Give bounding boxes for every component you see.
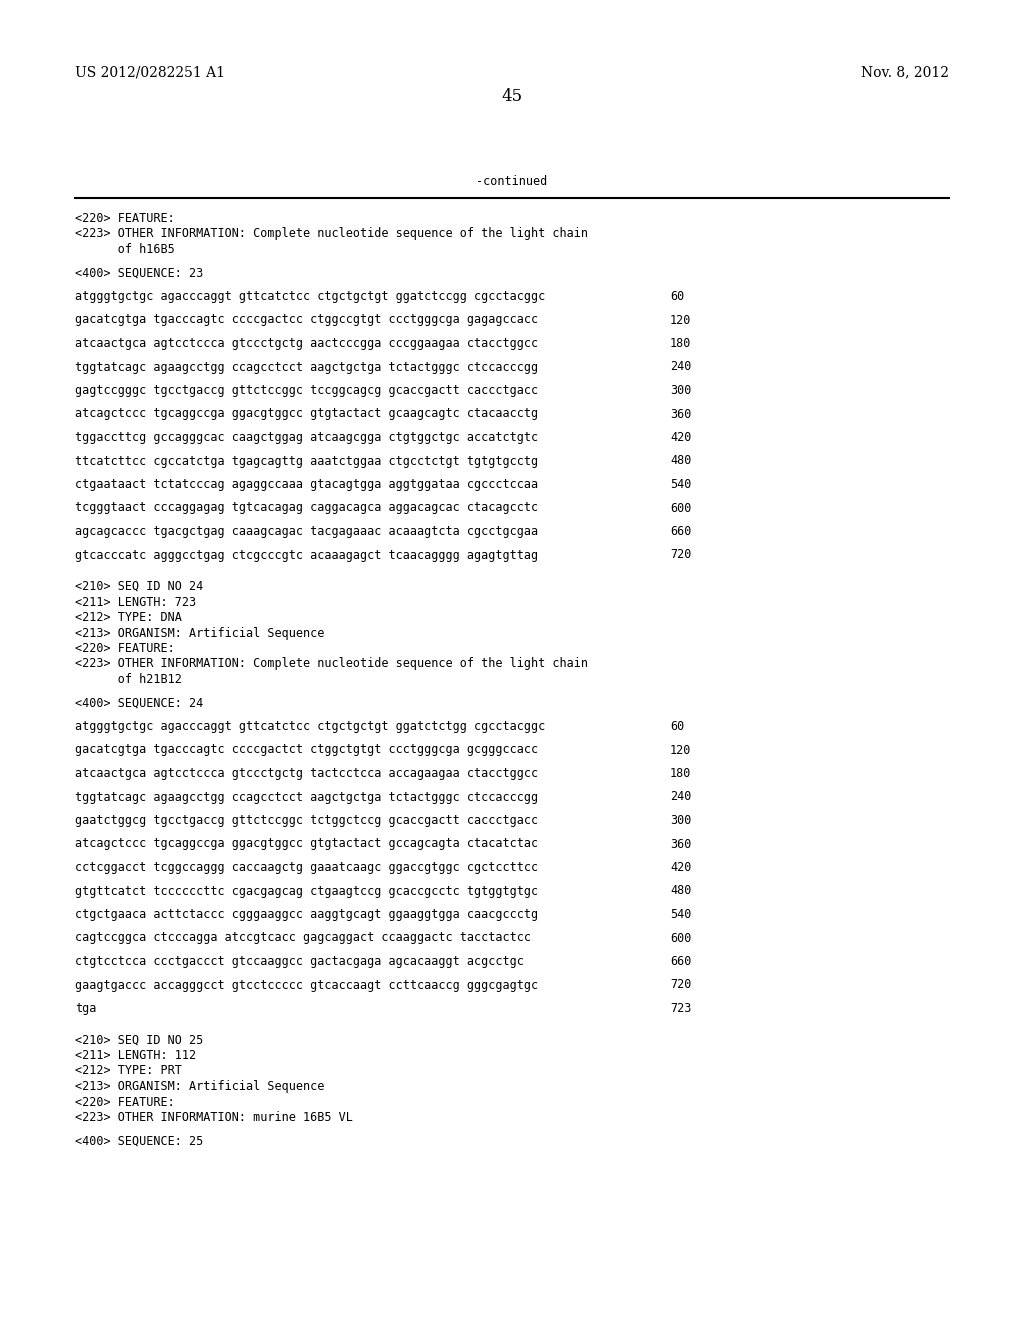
- Text: US 2012/0282251 A1: US 2012/0282251 A1: [75, 65, 225, 79]
- Text: ctgctgaaca acttctaccc cgggaaggcc aaggtgcagt ggaaggtgga caacgccctg: ctgctgaaca acttctaccc cgggaaggcc aaggtgc…: [75, 908, 539, 921]
- Text: <211> LENGTH: 112: <211> LENGTH: 112: [75, 1049, 197, 1063]
- Text: atgggtgctgc agacccaggt gttcatctcc ctgctgctgt ggatctctgg cgcctacggc: atgggtgctgc agacccaggt gttcatctcc ctgctg…: [75, 719, 545, 733]
- Text: <210> SEQ ID NO 24: <210> SEQ ID NO 24: [75, 579, 203, 593]
- Text: <212> TYPE: DNA: <212> TYPE: DNA: [75, 611, 182, 624]
- Text: <223> OTHER INFORMATION: Complete nucleotide sequence of the light chain: <223> OTHER INFORMATION: Complete nucleo…: [75, 227, 588, 240]
- Text: tga: tga: [75, 1002, 96, 1015]
- Text: -continued: -continued: [476, 176, 548, 187]
- Text: of h21B12: of h21B12: [75, 673, 182, 686]
- Text: 120: 120: [670, 743, 691, 756]
- Text: 720: 720: [670, 549, 691, 561]
- Text: 180: 180: [670, 337, 691, 350]
- Text: 540: 540: [670, 478, 691, 491]
- Text: ctgtcctcca ccctgaccct gtccaaggcc gactacgaga agcacaaggt acgcctgc: ctgtcctcca ccctgaccct gtccaaggcc gactacg…: [75, 954, 524, 968]
- Text: 540: 540: [670, 908, 691, 921]
- Text: <223> OTHER INFORMATION: murine 16B5 VL: <223> OTHER INFORMATION: murine 16B5 VL: [75, 1111, 353, 1125]
- Text: tggtatcagc agaagcctgg ccagcctcct aagctgctga tctactgggc ctccacccgg: tggtatcagc agaagcctgg ccagcctcct aagctgc…: [75, 360, 539, 374]
- Text: gacatcgtga tgacccagtc ccccgactct ctggctgtgt ccctgggcga gcgggccacc: gacatcgtga tgacccagtc ccccgactct ctggctg…: [75, 743, 539, 756]
- Text: 120: 120: [670, 314, 691, 326]
- Text: 420: 420: [670, 861, 691, 874]
- Text: ttcatcttcc cgccatctga tgagcagttg aaatctggaa ctgcctctgt tgtgtgcctg: ttcatcttcc cgccatctga tgagcagttg aaatctg…: [75, 454, 539, 467]
- Text: 660: 660: [670, 954, 691, 968]
- Text: 420: 420: [670, 432, 691, 444]
- Text: atcaactgca agtcctccca gtccctgctg tactcctcca accagaagaa ctacctggcc: atcaactgca agtcctccca gtccctgctg tactcct…: [75, 767, 539, 780]
- Text: of h16B5: of h16B5: [75, 243, 175, 256]
- Text: 600: 600: [670, 502, 691, 515]
- Text: atcagctccc tgcaggccga ggacgtggcc gtgtactact gcaagcagtc ctacaacctg: atcagctccc tgcaggccga ggacgtggcc gtgtact…: [75, 408, 539, 421]
- Text: 240: 240: [670, 360, 691, 374]
- Text: <212> TYPE: PRT: <212> TYPE: PRT: [75, 1064, 182, 1077]
- Text: 720: 720: [670, 978, 691, 991]
- Text: atcaactgca agtcctccca gtccctgctg aactcccgga cccggaagaa ctacctggcc: atcaactgca agtcctccca gtccctgctg aactccc…: [75, 337, 539, 350]
- Text: gagtccgggc tgcctgaccg gttctccggc tccggcagcg gcaccgactt caccctgacc: gagtccgggc tgcctgaccg gttctccggc tccggca…: [75, 384, 539, 397]
- Text: 300: 300: [670, 384, 691, 397]
- Text: gaatctggcg tgcctgaccg gttctccggc tctggctccg gcaccgactt caccctgacc: gaatctggcg tgcctgaccg gttctccggc tctggct…: [75, 814, 539, 828]
- Text: <213> ORGANISM: Artificial Sequence: <213> ORGANISM: Artificial Sequence: [75, 1080, 325, 1093]
- Text: 60: 60: [670, 290, 684, 304]
- Text: 480: 480: [670, 454, 691, 467]
- Text: ctgaataact tctatcccag agaggccaaa gtacagtgga aggtggataa cgccctccaa: ctgaataact tctatcccag agaggccaaa gtacagt…: [75, 478, 539, 491]
- Text: atgggtgctgc agacccaggt gttcatctcc ctgctgctgt ggatctccgg cgcctacggc: atgggtgctgc agacccaggt gttcatctcc ctgctg…: [75, 290, 545, 304]
- Text: <213> ORGANISM: Artificial Sequence: <213> ORGANISM: Artificial Sequence: [75, 627, 325, 639]
- Text: atcagctccc tgcaggccga ggacgtggcc gtgtactact gccagcagta ctacatctac: atcagctccc tgcaggccga ggacgtggcc gtgtact…: [75, 837, 539, 850]
- Text: <220> FEATURE:: <220> FEATURE:: [75, 642, 175, 655]
- Text: Nov. 8, 2012: Nov. 8, 2012: [861, 65, 949, 79]
- Text: 240: 240: [670, 791, 691, 804]
- Text: 660: 660: [670, 525, 691, 539]
- Text: <211> LENGTH: 723: <211> LENGTH: 723: [75, 595, 197, 609]
- Text: cctcggacct tcggccaggg caccaagctg gaaatcaagc ggaccgtggc cgctccttcc: cctcggacct tcggccaggg caccaagctg gaaatca…: [75, 861, 539, 874]
- Text: <400> SEQUENCE: 24: <400> SEQUENCE: 24: [75, 697, 203, 710]
- Text: tcgggtaact cccaggagag tgtcacagag caggacagca aggacagcac ctacagcctc: tcgggtaact cccaggagag tgtcacagag caggaca…: [75, 502, 539, 515]
- Text: <400> SEQUENCE: 23: <400> SEQUENCE: 23: [75, 267, 203, 280]
- Text: 723: 723: [670, 1002, 691, 1015]
- Text: agcagcaccc tgacgctgag caaagcagac tacgagaaac acaaagtcta cgcctgcgaa: agcagcaccc tgacgctgag caaagcagac tacgaga…: [75, 525, 539, 539]
- Text: tggaccttcg gccagggcac caagctggag atcaagcgga ctgtggctgc accatctgtc: tggaccttcg gccagggcac caagctggag atcaagc…: [75, 432, 539, 444]
- Text: 600: 600: [670, 932, 691, 945]
- Text: 45: 45: [502, 88, 522, 106]
- Text: 360: 360: [670, 837, 691, 850]
- Text: gtcacccatc agggcctgag ctcgcccgtc acaaagagct tcaacagggg agagtgttag: gtcacccatc agggcctgag ctcgcccgtc acaaaga…: [75, 549, 539, 561]
- Text: <220> FEATURE:: <220> FEATURE:: [75, 1096, 175, 1109]
- Text: gaagtgaccc accagggcct gtcctccccc gtcaccaagt ccttcaaccg gggcgagtgc: gaagtgaccc accagggcct gtcctccccc gtcacca…: [75, 978, 539, 991]
- Text: tggtatcagc agaagcctgg ccagcctcct aagctgctga tctactgggc ctccacccgg: tggtatcagc agaagcctgg ccagcctcct aagctgc…: [75, 791, 539, 804]
- Text: gtgttcatct tccccccttc cgacgagcag ctgaagtccg gcaccgcctc tgtggtgtgc: gtgttcatct tccccccttc cgacgagcag ctgaagt…: [75, 884, 539, 898]
- Text: cagtccggca ctcccagga atccgtcacc gagcaggact ccaaggactc tacctactcc: cagtccggca ctcccagga atccgtcacc gagcagga…: [75, 932, 531, 945]
- Text: gacatcgtga tgacccagtc ccccgactcc ctggccgtgt ccctgggcga gagagccacc: gacatcgtga tgacccagtc ccccgactcc ctggccg…: [75, 314, 539, 326]
- Text: 360: 360: [670, 408, 691, 421]
- Text: <400> SEQUENCE: 25: <400> SEQUENCE: 25: [75, 1134, 203, 1147]
- Text: <220> FEATURE:: <220> FEATURE:: [75, 213, 175, 224]
- Text: <210> SEQ ID NO 25: <210> SEQ ID NO 25: [75, 1034, 203, 1047]
- Text: 180: 180: [670, 767, 691, 780]
- Text: 60: 60: [670, 719, 684, 733]
- Text: 480: 480: [670, 884, 691, 898]
- Text: <223> OTHER INFORMATION: Complete nucleotide sequence of the light chain: <223> OTHER INFORMATION: Complete nucleo…: [75, 657, 588, 671]
- Text: 300: 300: [670, 814, 691, 828]
